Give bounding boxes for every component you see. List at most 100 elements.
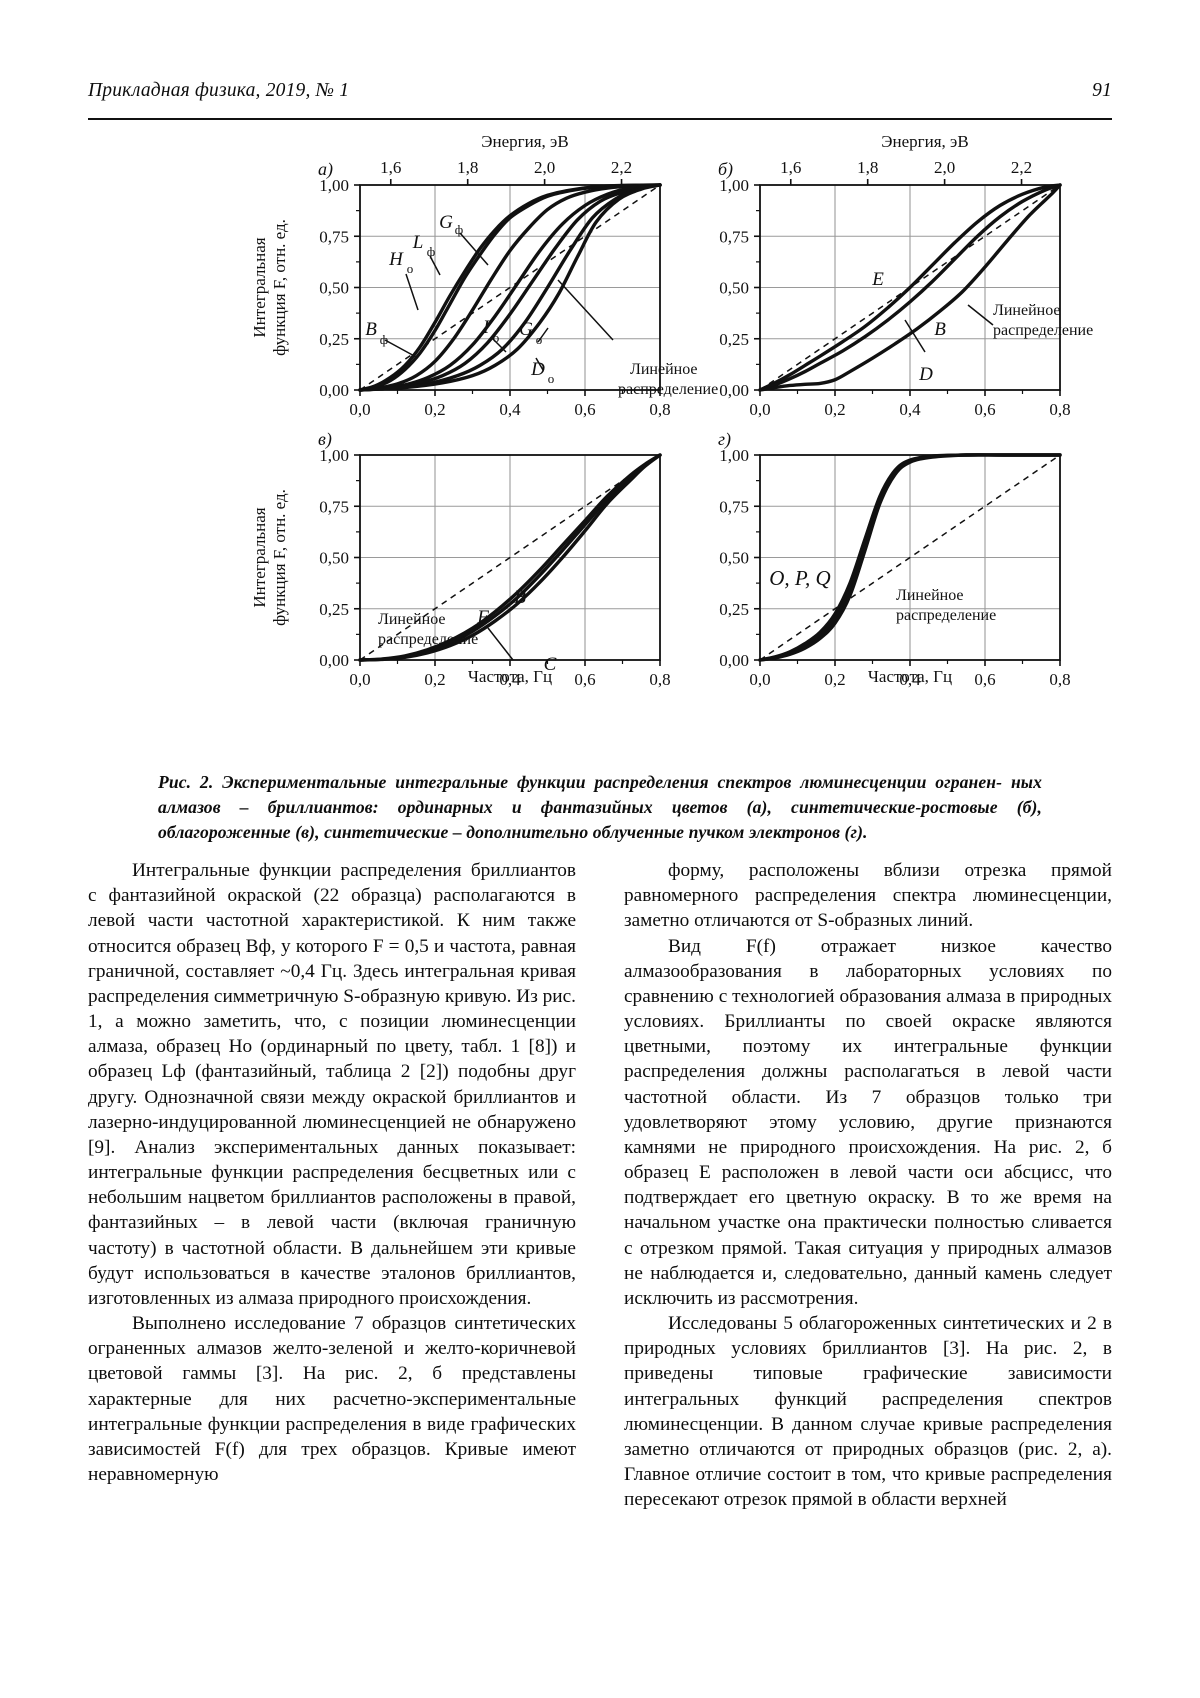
curve-label: B xyxy=(514,587,526,608)
curve-label: I xyxy=(482,317,491,338)
x-tick-label: 0,0 xyxy=(349,400,370,419)
curve-label-subscript: о xyxy=(407,261,414,276)
x2-tick-label: 2,0 xyxy=(534,158,555,177)
y-tick-label: 0,25 xyxy=(319,600,349,619)
x2-tick-label: 1,8 xyxy=(857,158,878,177)
x-axis-title: Частота, Гц xyxy=(468,667,552,686)
y-tick-label: 0,00 xyxy=(319,651,349,670)
figure-2-svg: 0,000,250,500,751,000,00,20,40,60,81,61,… xyxy=(88,130,1112,690)
x-tick-label: 0,2 xyxy=(824,670,845,689)
y-axis-title: функция F, отн. ед. xyxy=(270,219,289,356)
x2-tick-label: 2,0 xyxy=(934,158,955,177)
y-tick-label: 0,00 xyxy=(319,381,349,400)
curve-label: Линейное xyxy=(378,611,446,628)
x2-tick-label: 1,6 xyxy=(780,158,801,177)
body-columns: Интегральные функции распределения брилл… xyxy=(88,858,1112,1638)
panel-label: б) xyxy=(718,159,733,180)
paragraph: Интегральные функции распределения брилл… xyxy=(88,858,576,1311)
x2-tick-label: 1,8 xyxy=(457,158,478,177)
paragraph: Выполнено исследование 7 образцов синтет… xyxy=(88,1311,576,1487)
curve-label: G xyxy=(519,319,533,340)
leader-line xyxy=(385,340,418,358)
x-tick-label: 0,2 xyxy=(424,400,445,419)
curve-label: O, P, Q xyxy=(769,566,830,590)
y-tick-label: 0,75 xyxy=(719,497,749,516)
x-tick-label: 0,4 xyxy=(499,400,521,419)
curve-label: Линейное xyxy=(896,587,964,604)
x-tick-label: 0,8 xyxy=(1049,670,1070,689)
x-tick-label: 0,8 xyxy=(1049,400,1070,419)
curve-label: D xyxy=(918,364,933,385)
x-tick-label: 0,6 xyxy=(574,400,595,419)
curve-label: Линейное xyxy=(630,361,698,378)
x-tick-label: 0,2 xyxy=(424,670,445,689)
x-tick-label: 0,6 xyxy=(974,400,995,419)
running-head: Прикладная физика, 2019, № 1 91 xyxy=(88,80,1112,102)
figure-caption: Рис. 2. Экспериментальные интегральные ф… xyxy=(158,770,1042,845)
curve-label: распределение xyxy=(378,631,478,648)
x-tick-label: 0,6 xyxy=(974,670,995,689)
panel-label: г) xyxy=(718,429,731,450)
y-tick-label: 0,25 xyxy=(719,600,749,619)
y-axis-title: функция F, отн. ед. xyxy=(270,489,289,626)
leader-line xyxy=(406,274,418,310)
curve-label-subscript: о xyxy=(548,371,555,386)
curve-label: Линейное xyxy=(993,302,1061,319)
chart-panel-b: 0,000,250,500,751,000,00,20,40,60,81,61,… xyxy=(718,132,1071,419)
curve-label: F xyxy=(476,607,489,628)
x-tick-label: 0,6 xyxy=(574,670,595,689)
x-tick-label: 0,0 xyxy=(749,400,770,419)
chart-panel-a: 0,000,250,500,751,000,00,20,40,60,81,61,… xyxy=(250,132,671,419)
curve-label: E xyxy=(871,269,884,290)
x-tick-label: 0,2 xyxy=(824,400,845,419)
x2-tick-label: 2,2 xyxy=(1011,158,1032,177)
y-axis-title: Интегральная xyxy=(250,237,269,337)
x-tick-label: 0,0 xyxy=(749,670,770,689)
page-number: 91 xyxy=(1092,80,1112,102)
leader-line xyxy=(488,628,513,660)
caption-line-1: Рис. 2. Экспериментальные интегральные ф… xyxy=(158,772,1002,792)
curve-label: B xyxy=(365,319,377,340)
paragraph: форму, расположены вблизи отрезка прямой… xyxy=(624,858,1112,934)
panel-label: в) xyxy=(318,429,332,450)
x-tick-label: 0,8 xyxy=(649,400,670,419)
x-tick-label: 0,0 xyxy=(349,670,370,689)
y-tick-label: 0,00 xyxy=(719,651,749,670)
y-tick-label: 0,50 xyxy=(319,279,349,298)
curve-label: C xyxy=(544,654,557,675)
x-tick-label: 0,8 xyxy=(649,670,670,689)
right-column: форму, расположены вблизи отрезка прямой… xyxy=(624,858,1112,1638)
document-page: Прикладная физика, 2019, № 1 91 0,00 0,25… xyxy=(0,0,1200,1698)
y-axis-title: Интегральная xyxy=(250,507,269,607)
curve-label: L xyxy=(412,232,424,253)
curve-label-subscript: ф xyxy=(380,332,388,347)
chart-panel-g: 0,000,250,500,751,000,00,20,40,60,8г) xyxy=(718,429,1071,689)
curve-label: G xyxy=(439,212,453,233)
header-rule xyxy=(88,118,1112,120)
curve-label: B xyxy=(934,319,946,340)
curve-label: распределение xyxy=(993,322,1093,339)
panel-label: а) xyxy=(318,159,333,180)
caption-line-3: облагороженные (в), синтетические – допо… xyxy=(158,822,868,842)
x-tick-label: 0,4 xyxy=(899,400,921,419)
y-tick-label: 0,75 xyxy=(319,227,349,246)
y-tick-label: 0,50 xyxy=(719,549,749,568)
chart-panel-v: 0,000,250,500,751,000,00,20,40,60,8в)Инт… xyxy=(250,429,671,689)
x2-axis-title: Энергия, эВ xyxy=(481,132,568,151)
figure-2: 0,000,250,500,751,000,00,20,40,60,81,61,… xyxy=(88,130,1112,690)
x2-tick-label: 2,2 xyxy=(611,158,632,177)
y-tick-label: 0,75 xyxy=(319,497,349,516)
paragraph: Вид F(f) отражает низкое качество алмазо… xyxy=(624,934,1112,1312)
x2-axis-title: Энергия, эВ xyxy=(881,132,968,151)
y-tick-label: 0,25 xyxy=(719,330,749,349)
y-tick-label: 0,25 xyxy=(319,330,349,349)
x-axis-title: Частота, Гц xyxy=(868,667,952,686)
y-tick-label: 0,00 xyxy=(719,381,749,400)
y-tick-label: 0,75 xyxy=(719,227,749,246)
curve-label: распределение xyxy=(618,381,718,398)
leader-line xyxy=(968,305,993,325)
y-tick-label: 0,50 xyxy=(319,549,349,568)
paragraph: Исследованы 5 облагороженных синтетическ… xyxy=(624,1311,1112,1512)
journal-title: Прикладная физика, 2019, № 1 xyxy=(88,80,349,102)
curve-label: H xyxy=(388,249,404,270)
